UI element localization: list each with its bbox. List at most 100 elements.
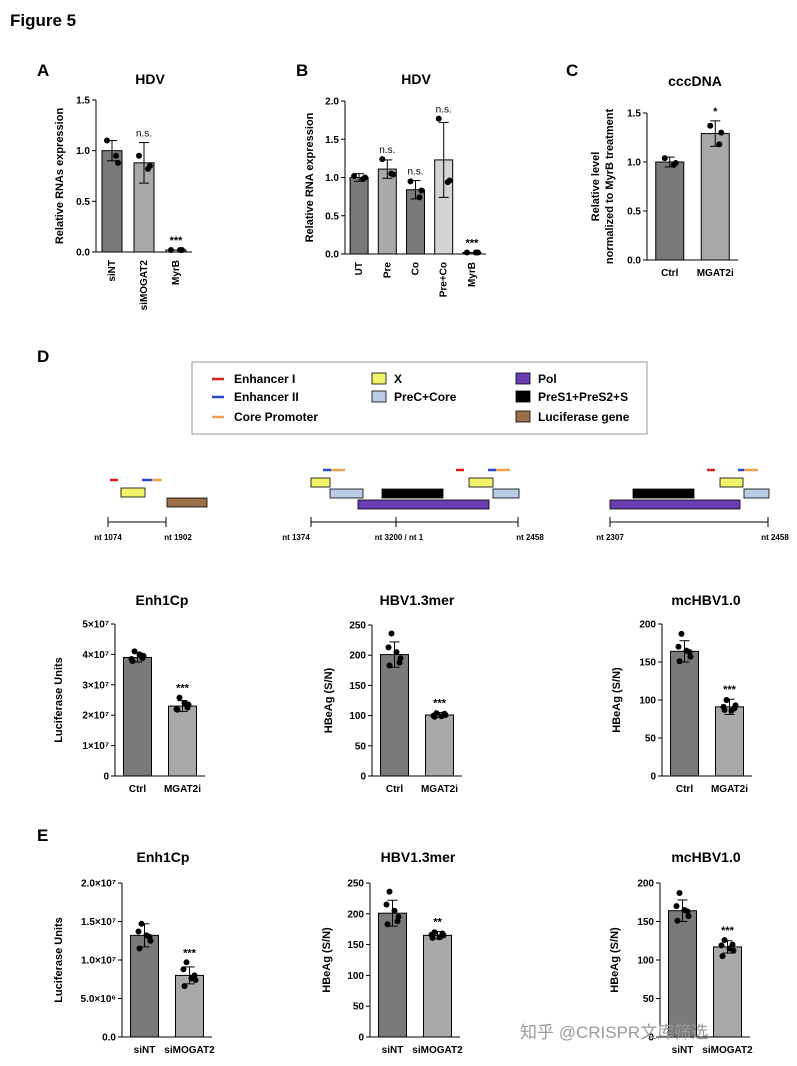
map3-end-label: nt 2458 [761,533,789,542]
y-tick-label: 0.5 [76,197,90,208]
significance-label: *** [723,684,737,696]
chart-title: HDV [135,71,165,87]
map3-start-label: nt 2307 [596,533,624,542]
data-point [386,888,393,895]
legend-label-4: PreC+Core [394,390,457,404]
map2-start-label: nt 1374 [282,533,310,542]
bar-sint [130,934,159,1038]
data-point [407,178,414,185]
legend-swatch-7 [515,410,531,423]
y-tick-label: 0.5 [627,207,641,218]
category-label: Ctrl [661,268,678,279]
data-point [386,662,393,669]
y-tick-label: 0.0 [76,248,90,259]
data-point [174,706,181,713]
data-point [678,630,685,637]
data-point [719,953,726,960]
data-point [672,159,679,166]
y-axis-label: HBeAg (S/N) [611,667,623,733]
category-label: siNT [134,1045,156,1056]
map1-end-label: nt 1902 [164,533,192,542]
y-axis-label-line1: Relative level [590,152,602,222]
chart-d2: HBV1.3mer 0 50 100 150 200 250 HBeAg (S/N) Ctrl *… [323,592,462,795]
y-tick-label: 100 [347,971,364,982]
y-tick-label: 200 [349,651,366,662]
chart-e3: mcHBV1.0 0 50 100 150 200 HBeAg (S/N) siNT *** si… [609,849,753,1056]
legend-swatch-2 [515,372,531,385]
map3-x-gene [719,477,744,488]
map2-x-gene [310,477,331,488]
map3-pres [632,488,695,499]
data-point [730,947,737,954]
category-label: Co [411,262,422,275]
category-label: MyrB [171,260,182,285]
legend-label-5: PreS1+PreS2+S [538,390,628,404]
data-point [418,187,425,194]
bar-mgat2i [715,706,744,777]
y-tick-label: 4×10⁷ [82,650,109,661]
chart-title: Enh1Cp [136,592,189,608]
y-tick-label: 0.5 [325,211,339,222]
legend-swatch-1 [371,372,387,385]
category-label: UT [354,262,365,275]
data-point [115,159,121,166]
chart-title: HDV [401,71,431,87]
data-point [721,706,728,713]
y-tick-label: 50 [643,994,655,1005]
significance-label: * [713,106,718,118]
panel-letter-d: D [37,347,49,366]
data-point [429,934,436,941]
map3-pol [609,499,741,510]
panel-letter-e: E [37,826,48,845]
chart-d1: Enh1Cp 0 1×10⁷ 2×10⁷ 3×10⁷ 4×10⁷ 5×10⁷ Lucifera… [53,592,205,795]
category-label: siMOGAT2 [412,1045,463,1056]
data-point [135,928,142,935]
bar-simogat2 [713,946,742,1038]
y-tick-label: 150 [347,940,364,951]
bar-ctrl [655,161,685,261]
data-point [147,162,153,169]
category-label: Pre+Co [439,262,450,297]
data-point [676,890,683,897]
bar-sint [378,912,407,1038]
y-tick-label: 0 [103,772,109,783]
y-axis-label: Relative RNA expression [304,112,316,242]
legend-swatch-4 [371,390,387,403]
data-point [674,917,681,924]
y-tick-label: 3×10⁷ [82,680,109,691]
construct-maps: nt 1074 nt 1902 nt 1374 nt 3200 / nt 1 nt 24… [94,468,789,542]
chart-e2: HBV1.3mer 0 50 100 150 200 250 HBeAg (S/N) siNT *… [321,849,463,1056]
map2-prec-core-b [492,488,520,499]
data-point [676,658,683,665]
data-point [394,918,401,925]
data-point [183,959,190,966]
bar-ctrl [670,650,699,777]
significance-label: ** [433,917,442,929]
data-point [146,933,153,940]
category-label: siMOGAT2 [702,1045,753,1056]
panel-letter-a: A [37,61,49,80]
map2-prec-core [329,488,364,499]
y-tick-label: 200 [639,620,656,631]
y-tick-label: 1.0 [76,146,90,157]
data-point [351,172,358,179]
significance-label: n.s. [407,167,423,178]
data-point [184,704,191,711]
data-point [661,155,668,162]
data-point [138,920,145,927]
data-point [176,694,183,701]
y-axis-label: Luciferase Units [53,917,65,1003]
y-tick-label: 1.0×10⁷ [81,956,116,967]
map3-prec-core [743,488,770,499]
y-tick-label: 200 [347,909,364,920]
bar-myrb [462,251,482,255]
data-point [391,907,398,914]
map2-x-gene-b [468,477,494,488]
data-point [136,152,142,159]
y-axis-label: Luciferase Units [53,657,65,743]
bar-pre [377,168,397,255]
category-label: MGAT2i [421,784,458,795]
chart-b: HDV 0.0 0.5 1.0 1.5 2.0 Relative RNA expressio… [304,71,486,297]
significance-label: *** [721,925,735,937]
legend-label-0: Enhancer I [234,372,295,386]
